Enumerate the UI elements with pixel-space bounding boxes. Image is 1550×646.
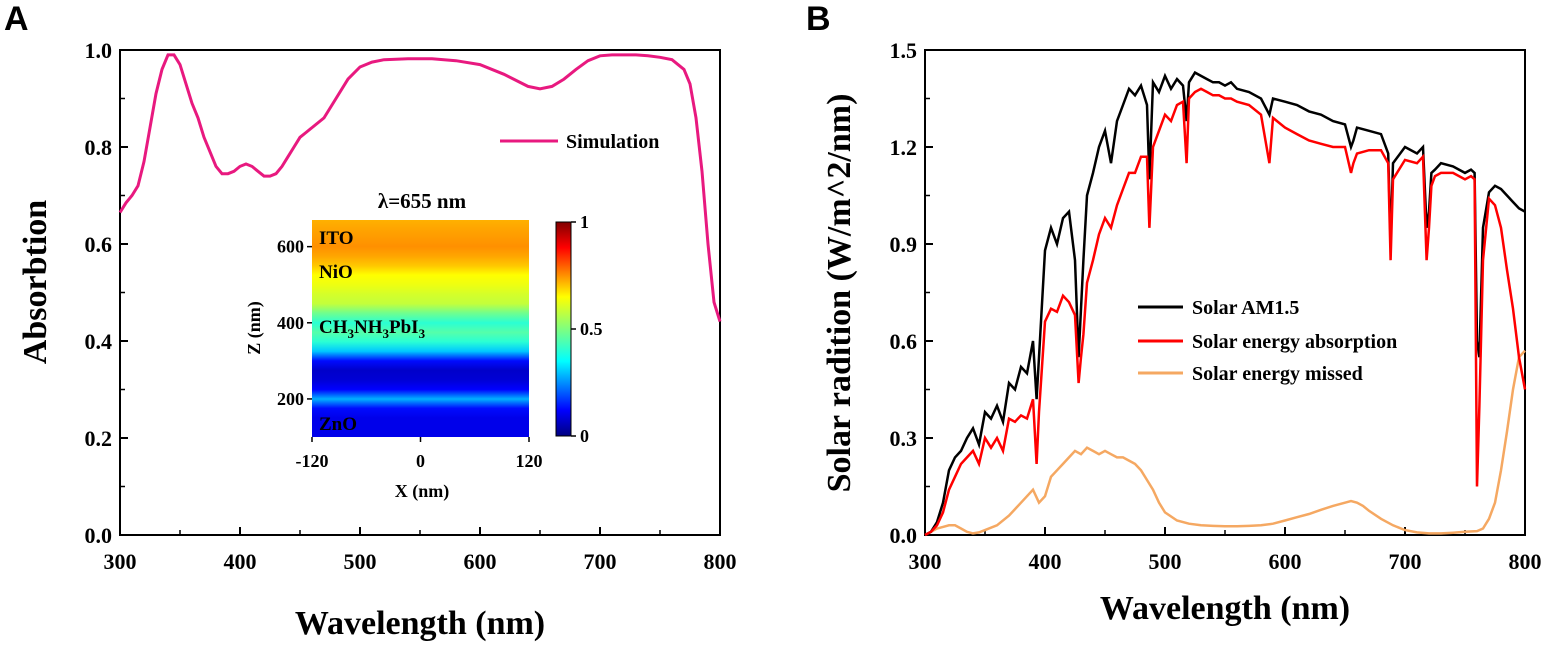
panel-b-y-tick-label: 0.0 <box>890 523 918 548</box>
panel-a-y-tick-label: 0.2 <box>85 426 113 451</box>
inset-x-ticks: -120 0 120 <box>296 437 543 471</box>
panel-a-y-tick-label: 0.4 <box>85 329 113 354</box>
legend-label-am15: Solar AM1.5 <box>1192 297 1299 319</box>
layer-label-perovskite: CH3NH3PbI3 <box>319 317 426 341</box>
panel-b-x-tick-label: 600 <box>1269 549 1302 574</box>
panel-a-x-tick-label: 800 <box>704 549 737 574</box>
panel-b-letter: B <box>806 0 831 38</box>
panel-b-x-axis-label: Wavelength (nm) <box>1100 590 1350 627</box>
panel-a-legend-label: Simulation <box>566 131 659 153</box>
panel-b-y-tick-label: 1.2 <box>890 135 918 160</box>
inset-heatmap-field <box>312 220 529 437</box>
inset-colorbar <box>555 221 572 437</box>
panel-b-y-tick-label: 0.3 <box>890 426 918 451</box>
legend-label-absorption: Solar energy absorption <box>1192 331 1397 353</box>
panel-b-y-tick-label: 0.6 <box>890 329 918 354</box>
panel-a-x-tick-label: 700 <box>584 549 617 574</box>
panel-b-x-tick-label: 700 <box>1389 549 1422 574</box>
panel-a-y-tick-label: 0.0 <box>85 523 113 548</box>
layer-label-ito: ITO <box>319 228 354 249</box>
inset-colorbar-ticks: 00.51 <box>571 212 603 446</box>
panel-a-x-tick-label: 300 <box>104 549 137 574</box>
panel-b-chart: 300 400 500 600 700 800 0.0 0.3 0.6 0.9 1.2 1.5 Wa… <box>821 38 1542 627</box>
panel-a-y-axis-label: Absorbtion <box>17 200 54 364</box>
panel-a-x-axis-label: Wavelength (nm) <box>295 605 545 642</box>
panel-b-x-tick-label: 400 <box>1029 549 1062 574</box>
inset-y-tick-label: 200 <box>277 389 304 409</box>
inset-y-tick-label: 600 <box>277 237 304 257</box>
legend-label-missed: Solar energy missed <box>1192 363 1363 385</box>
panel-a-x-tick-label: 600 <box>464 549 497 574</box>
inset-x-axis-label: X (nm) <box>395 481 450 502</box>
panel-a-x-tick-label: 500 <box>344 549 377 574</box>
panel-b-x-tick-label: 500 <box>1149 549 1182 574</box>
panel-a-letter: A <box>4 0 29 38</box>
inset-x-tick-label: 120 <box>516 451 543 471</box>
inset-x-tick-label: 0 <box>416 451 425 471</box>
layer-label-nio: NiO <box>319 262 353 283</box>
panel-b-x-ticks: 300 400 500 600 700 800 <box>909 527 1542 574</box>
colorbar-tick-label: 1 <box>580 212 589 232</box>
panel-b-y-axis-label: Solar radition (W/m^2/nm) <box>821 94 858 493</box>
inset-x-tick-label: -120 <box>296 451 329 471</box>
colorbar-tick-label: 0.5 <box>580 319 603 339</box>
inset-y-tick-label: 400 <box>277 313 304 333</box>
panel-b-missed-line <box>924 349 1526 537</box>
panel-b-x-tick-label: 300 <box>909 549 942 574</box>
layer-label-zno: ZnO <box>319 414 357 435</box>
inset-title: λ=655 nm <box>378 189 467 213</box>
panel-b-x-tick-label: 800 <box>1509 549 1542 574</box>
panel-a-y-ticks: 0.0 0.2 0.4 0.6 0.8 1.0 <box>85 38 128 548</box>
panel-a-y-tick-label: 1.0 <box>85 38 113 63</box>
panel-b-absorption-line <box>924 87 1527 537</box>
panel-a-chart: 300 400 500 600 700 800 0.0 0.2 0.4 0.6 0.8 1.0 Wa… <box>17 38 737 642</box>
inset-heatmap: λ=655 nm -120 0 120 200 400 600 X (nm) Z (nm… <box>244 189 603 502</box>
panel-a-x-ticks: 300 400 500 600 700 800 <box>104 527 737 574</box>
colorbar-tick-label: 0 <box>580 426 589 446</box>
inset-y-ticks: 200 400 600 <box>277 237 312 409</box>
panel-b-y-tick-label: 0.9 <box>890 232 918 257</box>
panel-b-plot-frame <box>924 49 1526 536</box>
panel-a-simulation-line <box>118 53 722 323</box>
panel-a-x-tick-label: 400 <box>224 549 257 574</box>
inset-y-axis-label: Z (nm) <box>244 301 265 355</box>
panel-a-y-tick-label: 0.8 <box>85 135 113 160</box>
panel-b-y-tick-label: 1.5 <box>890 38 918 63</box>
panel-b-y-ticks: 0.0 0.3 0.6 0.9 1.2 1.5 <box>890 38 933 548</box>
panel-a-y-tick-label: 0.6 <box>85 232 113 257</box>
